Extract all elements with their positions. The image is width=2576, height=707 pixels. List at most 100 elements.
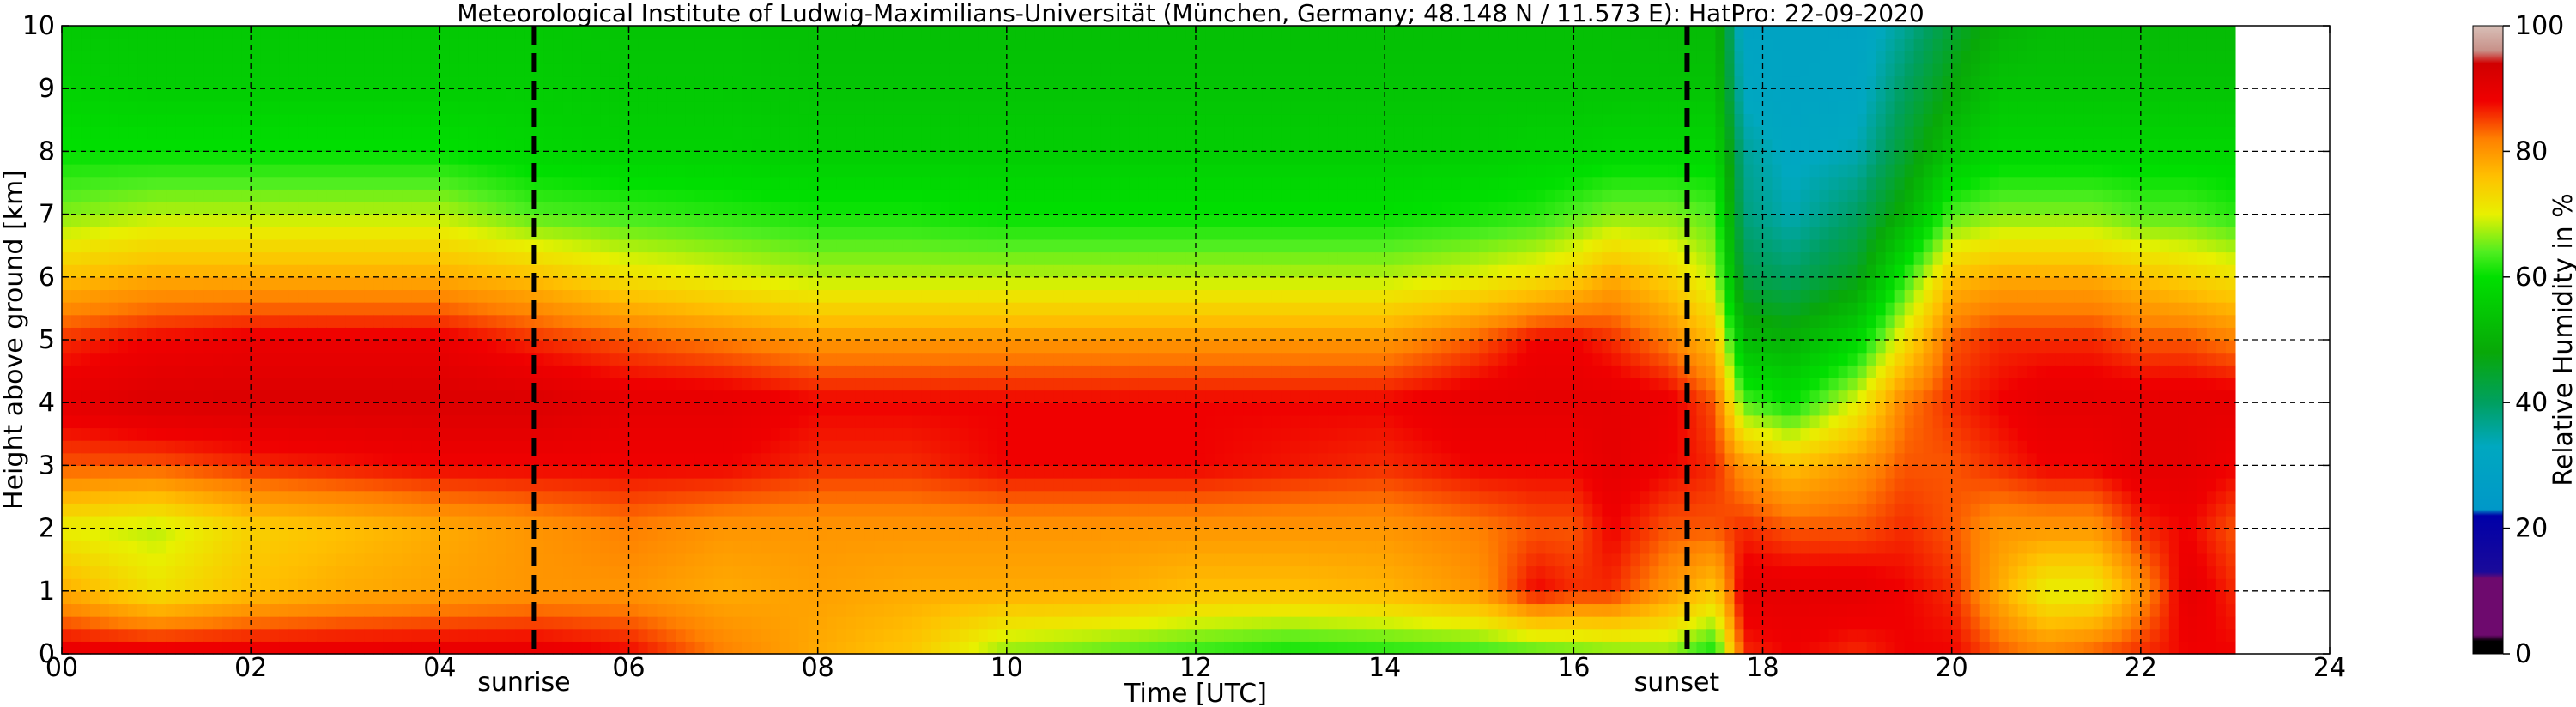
heatmap-cell xyxy=(81,201,91,215)
heatmap-cell xyxy=(959,377,970,391)
heatmap-cell xyxy=(222,138,233,152)
heatmap-cell xyxy=(487,377,497,391)
heatmap-cell xyxy=(987,138,998,152)
heatmap-cell xyxy=(968,100,979,115)
heatmap-cell xyxy=(81,402,91,416)
heatmap-cell xyxy=(298,377,308,391)
heatmap-cell xyxy=(392,402,403,416)
heatmap-cell xyxy=(619,465,630,479)
heatmap-cell xyxy=(921,214,932,227)
heatmap-cell xyxy=(392,327,403,341)
heatmap-cell xyxy=(392,340,403,354)
heatmap-cell xyxy=(591,390,602,403)
heatmap-cell xyxy=(307,553,318,567)
heatmap-cell xyxy=(251,541,261,554)
heatmap-cell xyxy=(666,465,677,479)
heatmap-cell xyxy=(128,578,138,592)
heatmap-cell xyxy=(288,340,299,354)
heatmap-cell xyxy=(770,565,781,579)
heatmap-cell xyxy=(118,616,129,630)
heatmap-cell xyxy=(232,528,242,541)
heatmap-cell xyxy=(789,503,800,517)
heatmap-cell xyxy=(543,289,555,303)
heatmap-cell xyxy=(449,327,459,341)
heatmap-cell xyxy=(241,164,252,178)
heatmap-cell xyxy=(883,314,894,328)
heatmap-cell xyxy=(421,628,431,642)
heatmap-cell xyxy=(421,541,431,554)
heatmap-cell xyxy=(959,88,970,102)
heatmap-cell xyxy=(402,38,412,51)
heatmap-cell xyxy=(723,352,734,366)
heatmap-cell xyxy=(893,490,904,504)
heatmap-cell xyxy=(647,126,658,140)
heatmap-cell xyxy=(855,628,866,642)
heatmap-cell xyxy=(874,26,885,39)
heatmap-cell xyxy=(713,641,724,655)
heatmap-cell xyxy=(827,327,838,341)
heatmap-cell xyxy=(411,452,421,466)
heatmap-cell xyxy=(260,314,270,328)
heatmap-cell xyxy=(185,38,195,51)
heatmap-cell xyxy=(761,164,772,178)
heatmap-cell xyxy=(600,76,611,89)
heatmap-cell xyxy=(156,365,167,378)
heatmap-cell xyxy=(723,126,734,140)
heatmap-cell xyxy=(921,340,932,354)
heatmap-cell xyxy=(270,578,280,592)
heatmap-cell xyxy=(628,553,639,567)
heatmap-cell xyxy=(893,289,904,303)
heatmap-cell xyxy=(515,63,526,77)
heatmap-cell xyxy=(524,603,536,617)
heatmap-cell xyxy=(912,51,923,64)
heatmap-cell xyxy=(893,616,904,630)
heatmap-cell xyxy=(902,164,913,178)
heatmap-cell xyxy=(411,251,421,265)
heatmap-cell xyxy=(770,26,781,39)
heatmap-cell xyxy=(270,490,280,504)
heatmap-cell xyxy=(959,515,970,529)
heatmap-cell xyxy=(930,478,942,492)
heatmap-cell xyxy=(761,189,772,202)
heatmap-cell xyxy=(657,126,668,140)
heatmap-cell xyxy=(241,490,252,504)
heatmap-cell xyxy=(553,38,564,51)
heatmap-cell xyxy=(638,590,649,605)
heatmap-cell xyxy=(713,628,724,642)
heatmap-cell xyxy=(270,63,280,77)
heatmap-cell xyxy=(562,100,573,115)
heatmap-cell xyxy=(251,314,261,328)
heatmap-cell xyxy=(921,565,932,579)
heatmap-cell xyxy=(921,51,932,64)
heatmap-cell xyxy=(713,151,724,165)
heatmap-cell xyxy=(175,452,185,466)
heatmap-cell xyxy=(543,515,555,529)
heatmap-cell xyxy=(317,528,327,541)
heatmap-cell xyxy=(496,440,506,454)
heatmap-cell xyxy=(553,402,564,416)
heatmap-cell xyxy=(156,616,167,630)
heatmap-cell xyxy=(156,452,167,466)
heatmap-cell xyxy=(298,63,308,77)
heatmap-cell xyxy=(751,515,762,529)
heatmap-cell xyxy=(808,465,819,479)
heatmap-cell xyxy=(581,414,592,429)
heatmap-cell xyxy=(232,63,242,77)
heatmap-cell xyxy=(893,440,904,454)
heatmap-cell xyxy=(789,515,800,529)
heatmap-cell xyxy=(770,390,781,403)
heatmap-cell xyxy=(496,541,506,554)
heatmap-cell xyxy=(581,590,592,605)
heatmap-cell xyxy=(213,641,223,655)
heatmap-cell xyxy=(855,126,866,140)
heatmap-cell xyxy=(647,138,658,152)
heatmap-cell xyxy=(515,377,526,391)
heatmap-cell xyxy=(827,51,838,64)
heatmap-cell xyxy=(62,452,72,466)
heatmap-cell xyxy=(109,63,119,77)
heatmap-cell xyxy=(751,427,762,441)
heatmap-cell xyxy=(326,126,336,140)
heatmap-cell xyxy=(288,164,299,178)
heatmap-cell xyxy=(694,239,706,253)
heatmap-cell xyxy=(487,478,497,492)
